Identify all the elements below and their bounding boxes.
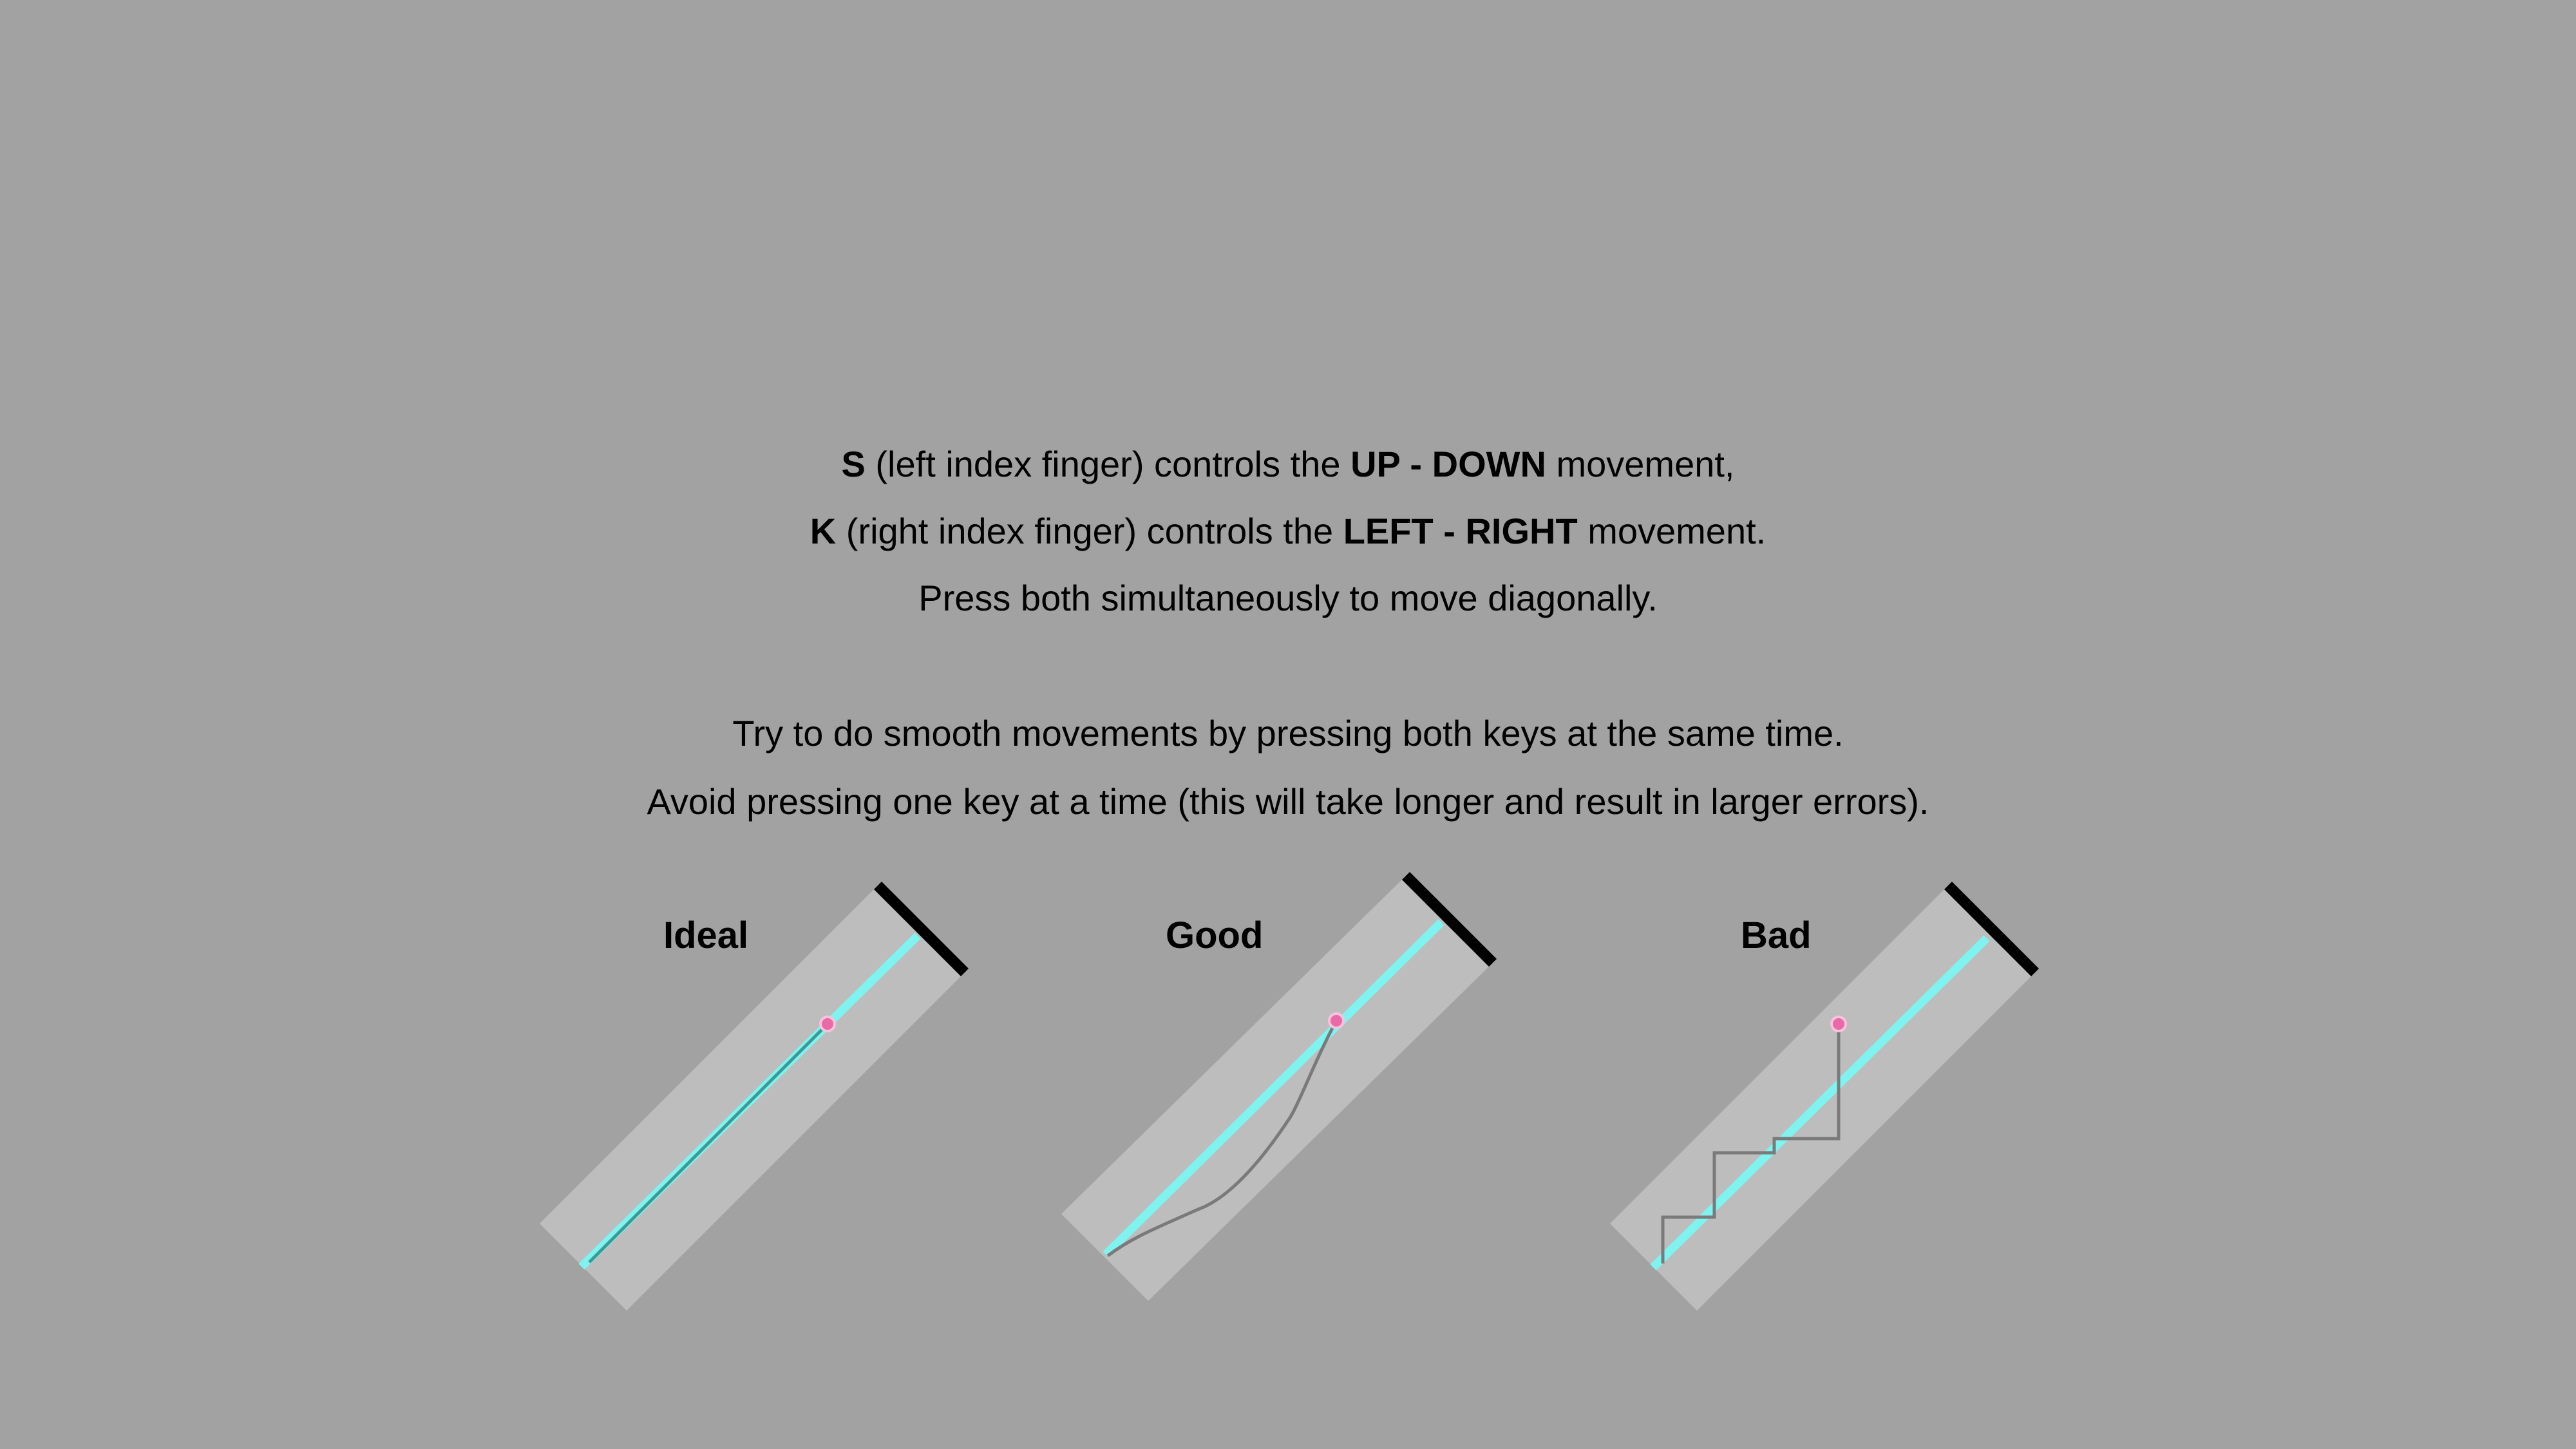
k-key-description: (right index finger) controls the [836,511,1343,551]
up-down-label: UP - DOWN [1350,444,1546,484]
instruction-line-k-key: K (right index finger) controls the LEFT… [0,509,2576,554]
example-label-good: Good [1166,914,1264,956]
cursor-dot-ideal [819,1016,836,1032]
instruction-line-diagonal: Press both simultaneously to move diagon… [918,578,1658,618]
instruction-line-s-key: S (left index finger) controls the UP - … [0,442,2576,487]
k-key-movement-suffix: movement. [1577,511,1766,551]
example-label-ideal: Ideal [663,914,749,956]
instruction-line-avoid: Avoid pressing one key at a time (this w… [647,781,1929,822]
s-key-label: S [841,444,866,484]
s-key-movement-suffix: movement, [1546,444,1735,484]
k-key-label: K [810,511,837,551]
finish-bar-ideal [873,881,969,977]
left-right-label: LEFT - RIGHT [1343,511,1578,551]
example-label-bad: Bad [1741,914,1812,956]
ideal-path [588,1023,829,1264]
instruction-line-smooth: Try to do smooth movements by pressing b… [732,713,1844,753]
s-key-description: (left index finger) controls the [865,444,1351,484]
